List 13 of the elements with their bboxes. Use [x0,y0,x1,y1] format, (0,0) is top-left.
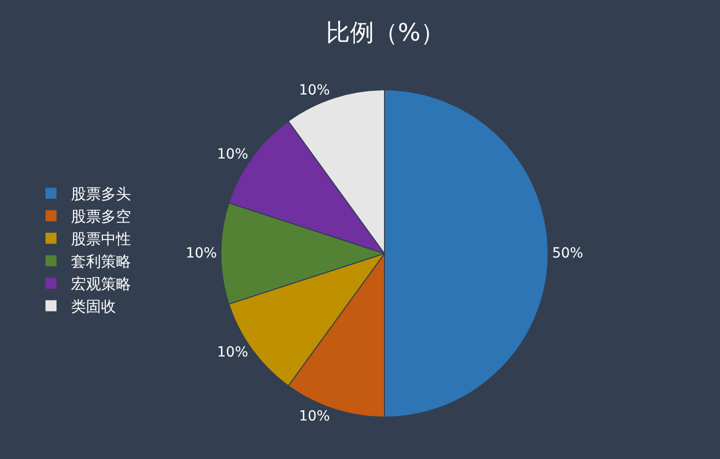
data-label: 10% [186,245,217,262]
data-label: 10% [298,408,330,424]
legend-label: 股票多头 [71,185,131,204]
legend-label: 股票中性 [71,230,131,248]
legend-label: 类固收 [71,298,116,316]
data-label: 10% [217,146,248,163]
data-label: 10% [298,82,330,99]
legend-label: 套利策略 [71,252,131,271]
legend-label: 股票多空 [71,208,131,226]
data-label: 10% [217,344,248,360]
chart-title: 比例（%） [326,18,445,47]
legend-label: 宏观策略 [71,275,131,294]
data-label: 50% [552,245,584,262]
